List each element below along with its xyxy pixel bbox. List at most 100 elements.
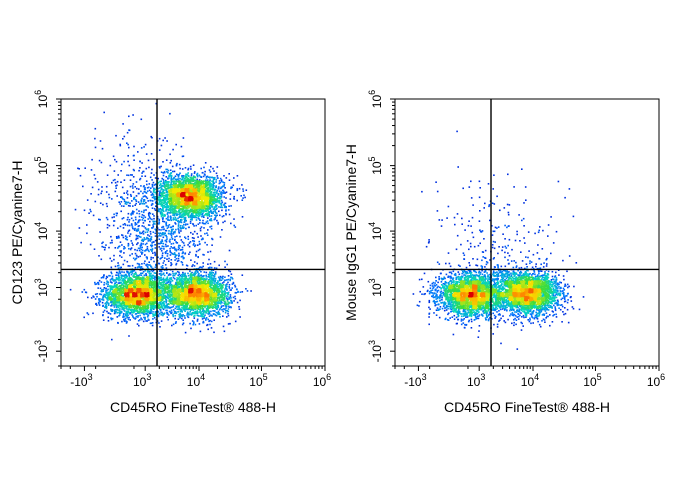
event-dot bbox=[226, 316, 228, 318]
event-dot bbox=[134, 286, 136, 288]
event-dot bbox=[158, 166, 161, 168]
event-dot bbox=[194, 273, 197, 275]
event-dot bbox=[219, 177, 222, 180]
event-dot bbox=[114, 301, 116, 303]
event-dot bbox=[158, 280, 161, 282]
event-dot bbox=[69, 288, 72, 291]
event-dot bbox=[196, 318, 199, 321]
event-dot bbox=[174, 230, 176, 233]
event-dot bbox=[135, 277, 137, 280]
event-dot bbox=[211, 183, 214, 186]
event-dot bbox=[187, 175, 190, 178]
event-dot bbox=[178, 271, 180, 274]
event-dot bbox=[174, 307, 177, 310]
event-dot bbox=[199, 330, 202, 333]
event-dot bbox=[160, 202, 162, 205]
event-dot bbox=[164, 234, 167, 237]
event-dot bbox=[126, 270, 128, 273]
event-dot bbox=[151, 275, 154, 277]
event-dot bbox=[145, 167, 148, 170]
event-dot bbox=[102, 304, 104, 307]
event-dot bbox=[154, 275, 156, 278]
event-dot bbox=[166, 277, 168, 280]
event-dot bbox=[203, 254, 205, 256]
event-dot bbox=[141, 253, 143, 255]
event-dot bbox=[106, 281, 109, 284]
event-dot bbox=[213, 267, 216, 269]
event-dot bbox=[113, 303, 116, 306]
event-dot bbox=[222, 308, 225, 310]
event-dot bbox=[177, 176, 180, 178]
event-dot bbox=[154, 183, 157, 186]
event-dot bbox=[145, 308, 148, 311]
event-dot bbox=[181, 175, 183, 177]
event-dot bbox=[96, 293, 99, 295]
event-dot bbox=[166, 303, 168, 306]
event-dot bbox=[132, 191, 135, 193]
event-dot bbox=[145, 320, 147, 322]
event-dot bbox=[122, 288, 125, 290]
event-dot bbox=[115, 185, 117, 187]
event-dot bbox=[195, 253, 197, 256]
event-dot bbox=[179, 226, 181, 229]
event-dot bbox=[160, 304, 163, 307]
event-dot bbox=[185, 277, 188, 280]
event-dot bbox=[220, 191, 223, 193]
event-dot bbox=[182, 302, 185, 304]
event-dot bbox=[211, 180, 213, 182]
event-dot bbox=[116, 287, 118, 290]
event-dot bbox=[154, 247, 157, 249]
event-dot bbox=[146, 231, 149, 233]
event-dot bbox=[224, 260, 226, 263]
event-dot bbox=[154, 251, 156, 254]
event-dot bbox=[221, 206, 224, 209]
event-dot bbox=[107, 293, 110, 295]
event-dot bbox=[212, 177, 214, 179]
event-dot bbox=[143, 203, 146, 205]
event-dot bbox=[173, 274, 176, 277]
event-dot bbox=[173, 180, 175, 182]
event-dot bbox=[142, 240, 144, 243]
event-dot bbox=[234, 286, 237, 288]
event-dot bbox=[132, 114, 134, 116]
event-dot bbox=[165, 159, 168, 161]
event-dot bbox=[203, 278, 205, 281]
event-dot bbox=[131, 174, 133, 176]
event-dot bbox=[180, 281, 183, 284]
event-dot bbox=[217, 194, 219, 196]
event-dot bbox=[114, 300, 117, 303]
event-dot bbox=[99, 287, 102, 290]
event-dot bbox=[80, 241, 82, 244]
event-dot bbox=[177, 220, 180, 222]
event-dot bbox=[203, 166, 205, 169]
event-dot bbox=[126, 260, 129, 263]
event-dot bbox=[157, 278, 159, 280]
event-dot bbox=[222, 277, 224, 280]
event-dot bbox=[211, 244, 213, 246]
event-dot bbox=[223, 291, 226, 293]
event-dot bbox=[175, 249, 178, 252]
event-dot bbox=[187, 312, 190, 314]
event-dot bbox=[179, 316, 181, 319]
event-dot bbox=[228, 297, 230, 300]
event-dot bbox=[183, 278, 185, 280]
event-dot bbox=[224, 192, 227, 194]
event-dot bbox=[211, 187, 214, 190]
event-dot bbox=[169, 251, 171, 253]
event-dot bbox=[167, 312, 169, 315]
event-dot bbox=[149, 240, 152, 242]
event-dot bbox=[130, 310, 133, 312]
event-dot bbox=[203, 315, 206, 318]
event-dot bbox=[169, 216, 172, 218]
event-dot bbox=[159, 203, 161, 205]
event-dot bbox=[181, 283, 184, 285]
event-dot bbox=[121, 284, 123, 287]
event-dot bbox=[177, 217, 179, 220]
event-dot bbox=[82, 185, 84, 188]
event-dot bbox=[154, 254, 156, 257]
event-dot bbox=[160, 171, 163, 173]
event-dot bbox=[185, 173, 187, 176]
event-dot bbox=[207, 311, 210, 314]
event-dot bbox=[171, 324, 173, 327]
event-dot bbox=[161, 265, 164, 267]
